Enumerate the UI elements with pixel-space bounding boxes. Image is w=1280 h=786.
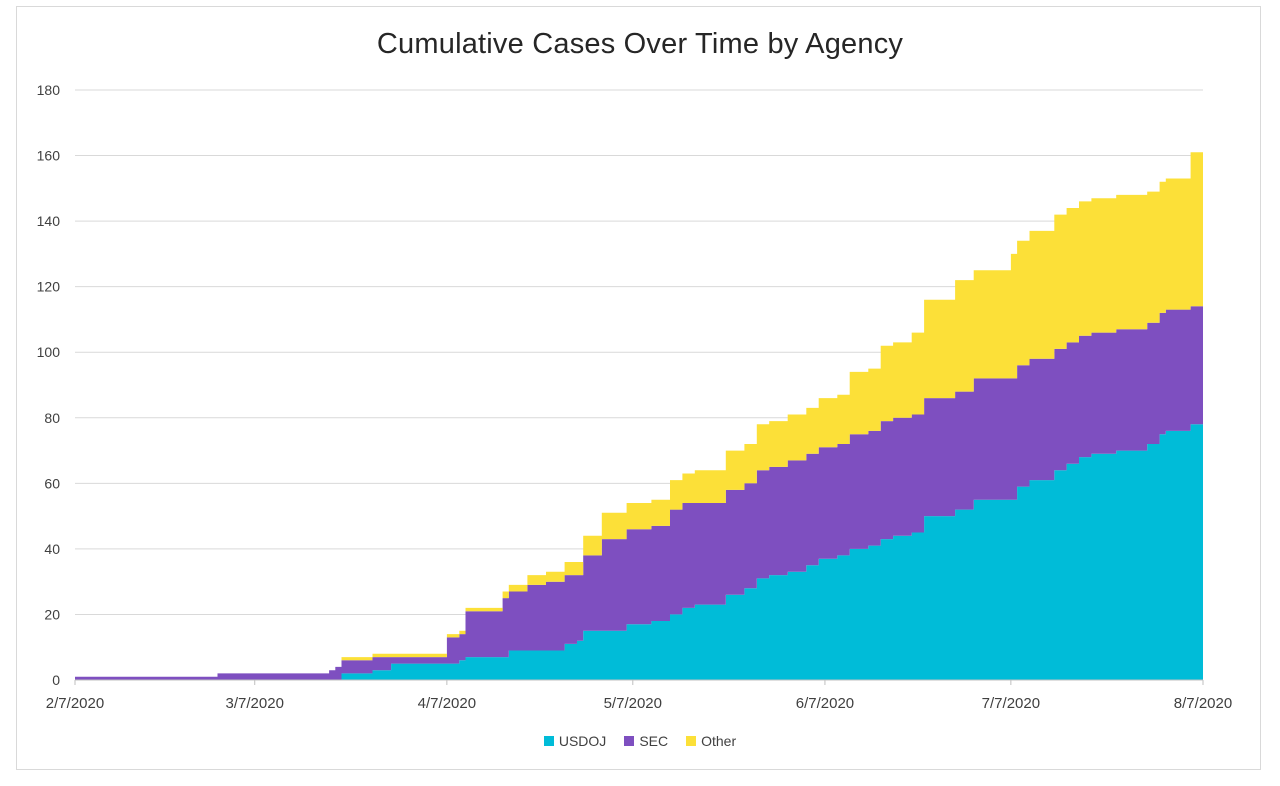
y-tick-label: 0 (52, 672, 60, 688)
legend-swatch (543, 736, 554, 746)
legend-item-other: Other (686, 733, 736, 749)
y-tick-label: 120 (37, 279, 61, 295)
x-tick-label: 5/7/2020 (604, 695, 662, 712)
x-tick-label: 7/7/2020 (982, 695, 1040, 712)
legend-swatch (686, 736, 697, 746)
legend-label: Other (701, 733, 737, 749)
y-tick-label: 160 (37, 148, 61, 164)
legend-label: SEC (639, 733, 669, 749)
area-series-sec (75, 289, 1203, 680)
y-tick-label: 40 (44, 541, 60, 557)
y-tick-label: 100 (37, 344, 61, 360)
x-tick-label: 8/7/2020 (1174, 695, 1232, 712)
axes: 0 20 40 60 80 100 120 140 160 180 2/7/2020 3/7/2020… (37, 82, 1233, 712)
x-tick-label: 3/7/2020 (226, 695, 284, 712)
x-tick-label: 2/7/2020 (46, 695, 104, 712)
y-tick-label: 60 (44, 475, 60, 491)
legend: USDOJ SEC Other (0, 733, 1280, 749)
legend-swatch (624, 736, 635, 746)
y-tick-label: 180 (37, 82, 61, 98)
legend-item-usdoj: USDOJ (543, 733, 607, 749)
x-tick-label: 6/7/2020 (796, 695, 854, 712)
stacked-areas (75, 129, 1203, 680)
legend-item-sec: SEC (624, 733, 668, 749)
chart-title: Cumulative Cases Over Time by Agency (376, 28, 904, 60)
legend-label: USDOJ (558, 733, 607, 749)
y-tick-label: 140 (37, 213, 61, 229)
y-tick-label: 20 (44, 606, 60, 622)
x-tick-label: 4/7/2020 (418, 695, 476, 712)
y-tick-label: 80 (44, 410, 60, 426)
area-series-usdoj (75, 411, 1203, 680)
